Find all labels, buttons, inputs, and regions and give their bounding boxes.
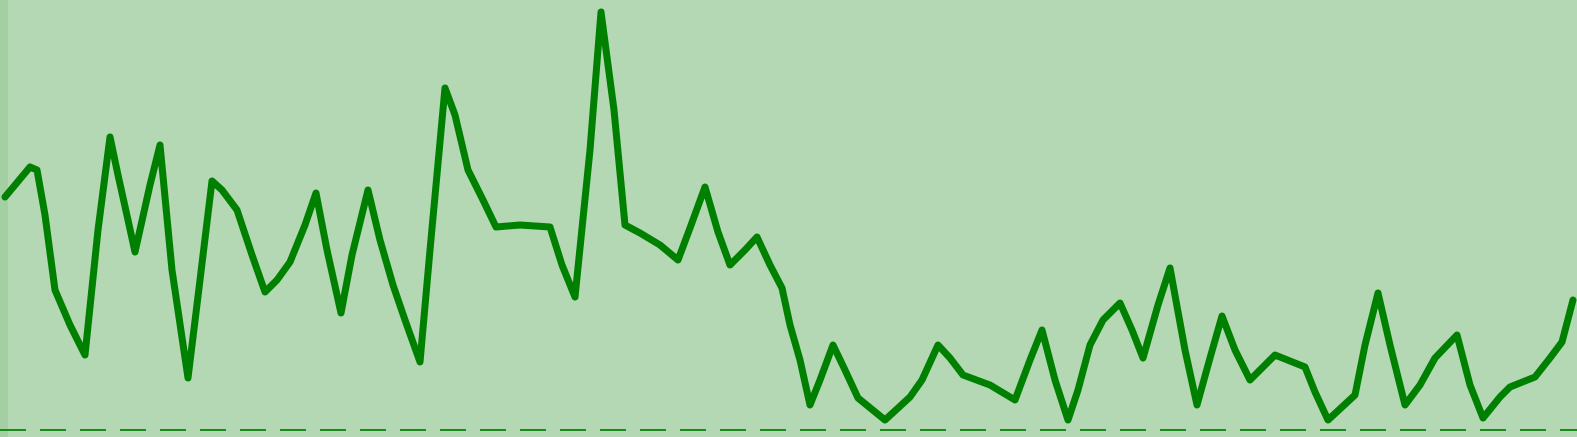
left-edge (0, 0, 8, 437)
data-line (1, 8, 1577, 424)
